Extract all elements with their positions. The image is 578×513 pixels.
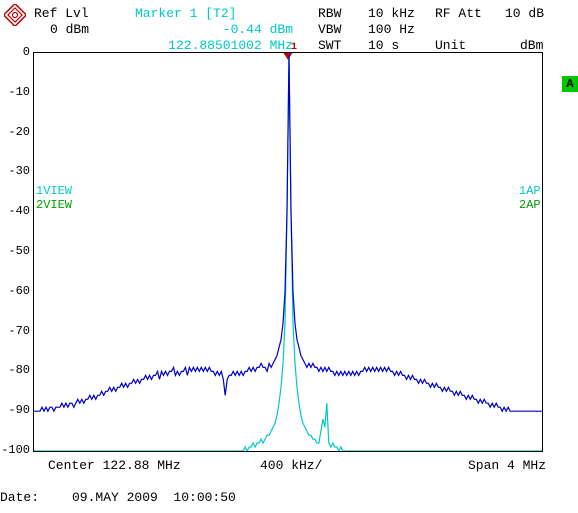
span: Span 4 MHz: [468, 458, 546, 473]
unit-label: Unit: [435, 38, 466, 53]
swt-value: 10 s: [368, 38, 399, 53]
y-tick: -70: [0, 324, 30, 338]
rbw-value: 10 kHz: [368, 6, 415, 21]
left-view-2: 2VIEW: [36, 198, 72, 212]
swt-label: SWT: [318, 38, 341, 53]
rs-logo-icon: [4, 4, 26, 30]
ref-lvl-label: Ref Lvl: [34, 6, 89, 21]
rbw-label: RBW: [318, 6, 341, 21]
unit-value: dBm: [520, 38, 543, 53]
y-tick: -100: [0, 443, 30, 457]
rfatt-label: RF Att: [435, 6, 482, 21]
marker-amp: -0.44 dBm: [213, 22, 293, 37]
y-tick: -40: [0, 204, 30, 218]
y-tick: 0: [0, 45, 30, 59]
date-value: 09.MAY 2009 10:00:50: [72, 490, 236, 505]
spectrum-plot: [33, 52, 543, 452]
date-label: Date:: [0, 490, 39, 505]
marker-label: Marker 1 [T2]: [135, 6, 236, 21]
center-freq: Center 122.88 MHz: [48, 458, 181, 473]
y-tick: -90: [0, 403, 30, 417]
y-tick: -30: [0, 164, 30, 178]
y-tick: -80: [0, 363, 30, 377]
right-ap-2: 2AP: [519, 198, 541, 212]
vbw-label: VBW: [318, 22, 341, 37]
rfatt-value: 10 dB: [505, 6, 544, 21]
y-tick: -20: [0, 125, 30, 139]
y-tick: -60: [0, 284, 30, 298]
y-tick: -10: [0, 85, 30, 99]
y-tick: -50: [0, 244, 30, 258]
trace-a-badge: A: [562, 76, 578, 92]
right-ap-1: 1AP: [519, 184, 541, 198]
vbw-value: 100 Hz: [368, 22, 415, 37]
trace-1: [34, 55, 542, 411]
marker-freq: 122.88501002 MHz: [163, 38, 293, 53]
left-view-1: 1VIEW: [36, 184, 72, 198]
per-division: 400 kHz/: [260, 458, 322, 473]
ref-lvl-value: 0 dBm: [50, 22, 89, 37]
